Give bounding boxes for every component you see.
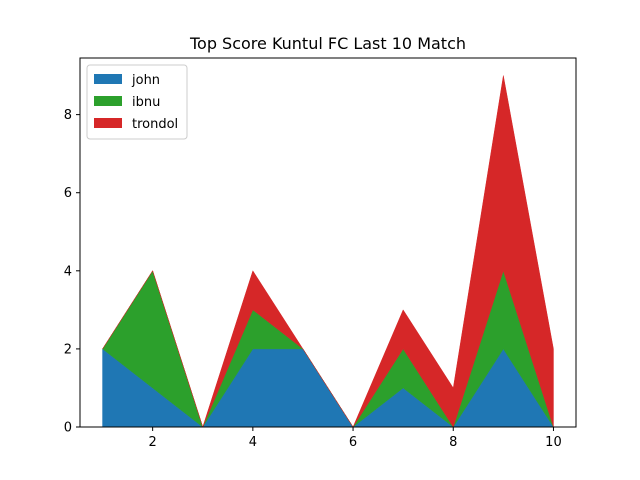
y-tick-label: 0 [64,421,72,436]
area-trondol [102,75,554,428]
x-tick-label: 2 [149,435,157,450]
axes-frame [79,57,577,428]
legend-label-trondol: trondol [132,117,178,132]
x-tick-label: 6 [349,435,357,450]
chart-title: Top Score Kuntul FC Last 10 Match [189,34,466,53]
y-tick-label: 4 [64,264,72,279]
legend-label-john: john [131,73,160,88]
y-axis-ticks: 0 2 4 6 8 [64,108,80,436]
y-tick-label: 6 [64,186,72,201]
y-tick-label: 8 [64,108,72,123]
x-tick-label: 10 [545,435,562,450]
y-tick-label: 2 [64,342,72,357]
legend-swatch-john [94,74,122,84]
legend: john ibnu trondol [86,64,188,140]
x-axis-ticks: 2 4 6 8 10 [149,427,562,450]
legend-swatch-trondol [94,118,122,128]
x-tick-label: 8 [449,435,457,450]
legend-label-ibnu: ibnu [132,95,160,110]
x-tick-label: 4 [249,435,257,450]
legend-swatch-ibnu [94,96,122,106]
